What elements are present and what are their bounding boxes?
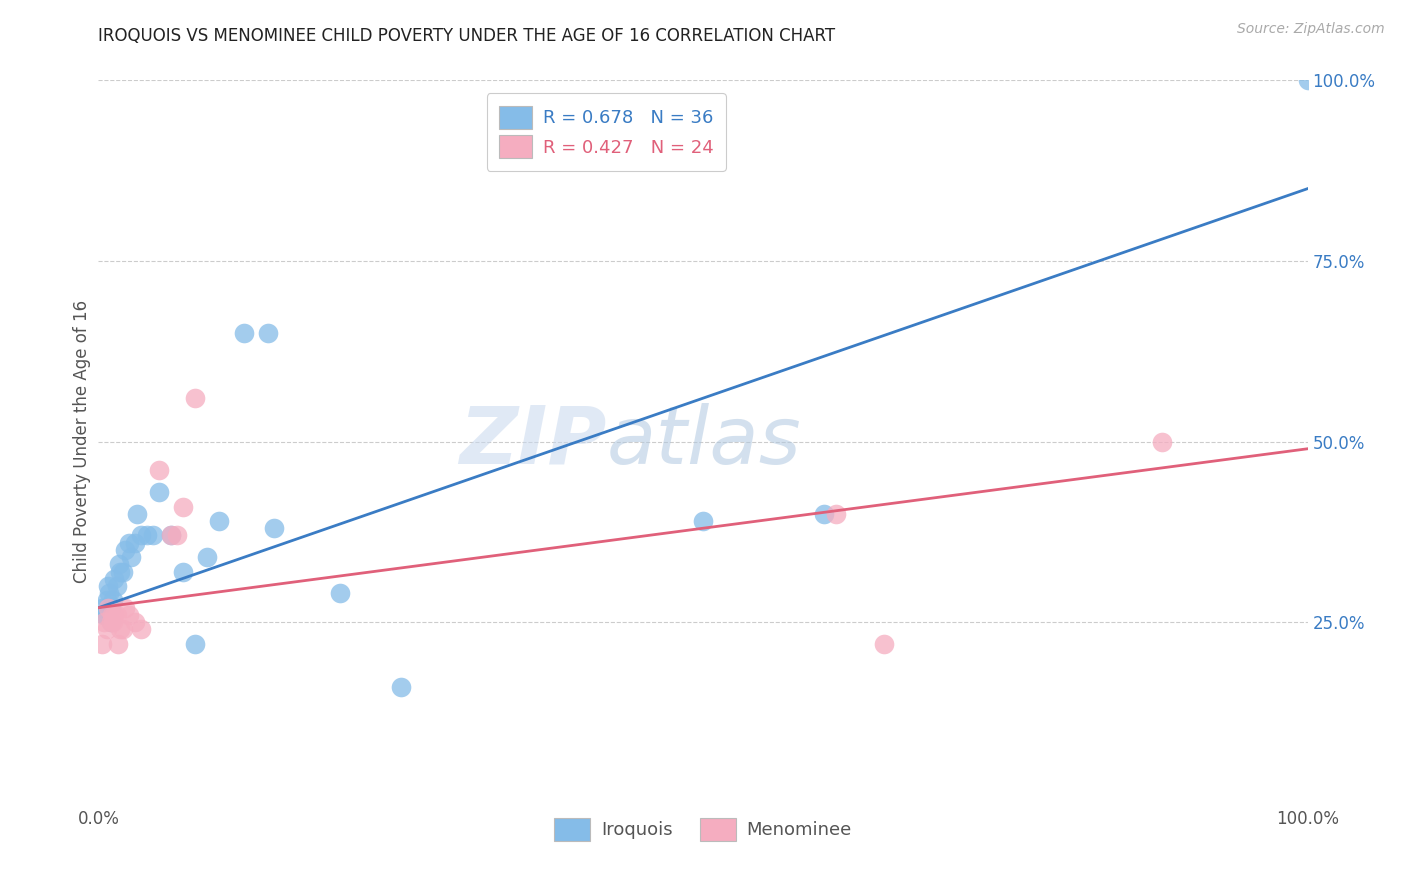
Point (118, 535, 141, 549)
Point (160, 528, 183, 542)
Point (100, 615, 122, 630)
Point (114, 542, 136, 557)
Point (825, 507, 848, 521)
Point (107, 637, 129, 651)
Point (101, 615, 124, 630)
Text: IROQUOIS VS MENOMINEE CHILD POVERTY UNDER THE AGE OF 16 CORRELATION CHART: IROQUOIS VS MENOMINEE CHILD POVERTY UNDE… (98, 27, 835, 45)
Text: atlas: atlas (606, 402, 801, 481)
Point (873, 637, 896, 651)
Point (100, 607, 122, 622)
Point (166, 528, 188, 542)
Point (232, 326, 254, 340)
Point (148, 485, 170, 500)
Point (124, 615, 146, 630)
Point (124, 535, 146, 549)
Point (129, 623, 152, 637)
Point (114, 600, 136, 615)
Y-axis label: Child Poverty Under the Age of 16: Child Poverty Under the Age of 16 (73, 300, 91, 583)
Point (256, 326, 278, 340)
Point (184, 637, 207, 651)
Point (103, 572, 125, 586)
Point (100, 600, 122, 615)
Point (160, 528, 183, 542)
Point (148, 463, 170, 477)
Point (97, 579, 120, 593)
Point (91, 600, 114, 615)
Point (108, 558, 131, 572)
Point (98, 586, 121, 600)
Point (135, 528, 157, 542)
Text: ZIP: ZIP (458, 402, 606, 481)
Point (96, 623, 118, 637)
Point (105, 579, 128, 593)
Point (118, 607, 141, 622)
Point (172, 500, 194, 514)
Point (93, 615, 115, 630)
Point (93, 607, 115, 622)
Point (692, 514, 714, 528)
Point (97, 600, 120, 615)
Point (389, 680, 412, 694)
Point (129, 528, 152, 542)
Point (142, 528, 165, 542)
Point (195, 550, 218, 565)
Legend: Iroquois, Menominee: Iroquois, Menominee (547, 810, 859, 848)
Point (91, 637, 114, 651)
Point (108, 623, 131, 637)
Point (184, 391, 207, 405)
Point (108, 565, 131, 579)
Point (208, 514, 231, 528)
Point (100, 615, 122, 630)
Point (172, 565, 194, 579)
Point (127, 507, 149, 521)
Point (111, 623, 134, 637)
Point (1296, 73, 1319, 87)
Text: Source: ZipAtlas.com: Source: ZipAtlas.com (1237, 22, 1385, 37)
Point (96, 593, 118, 607)
Point (105, 607, 128, 622)
Point (1152, 434, 1174, 449)
Point (111, 565, 134, 579)
Point (329, 586, 352, 600)
Point (94, 607, 117, 622)
Point (101, 593, 124, 607)
Point (263, 521, 285, 535)
Point (120, 550, 142, 565)
Point (813, 507, 835, 521)
Point (103, 607, 125, 622)
